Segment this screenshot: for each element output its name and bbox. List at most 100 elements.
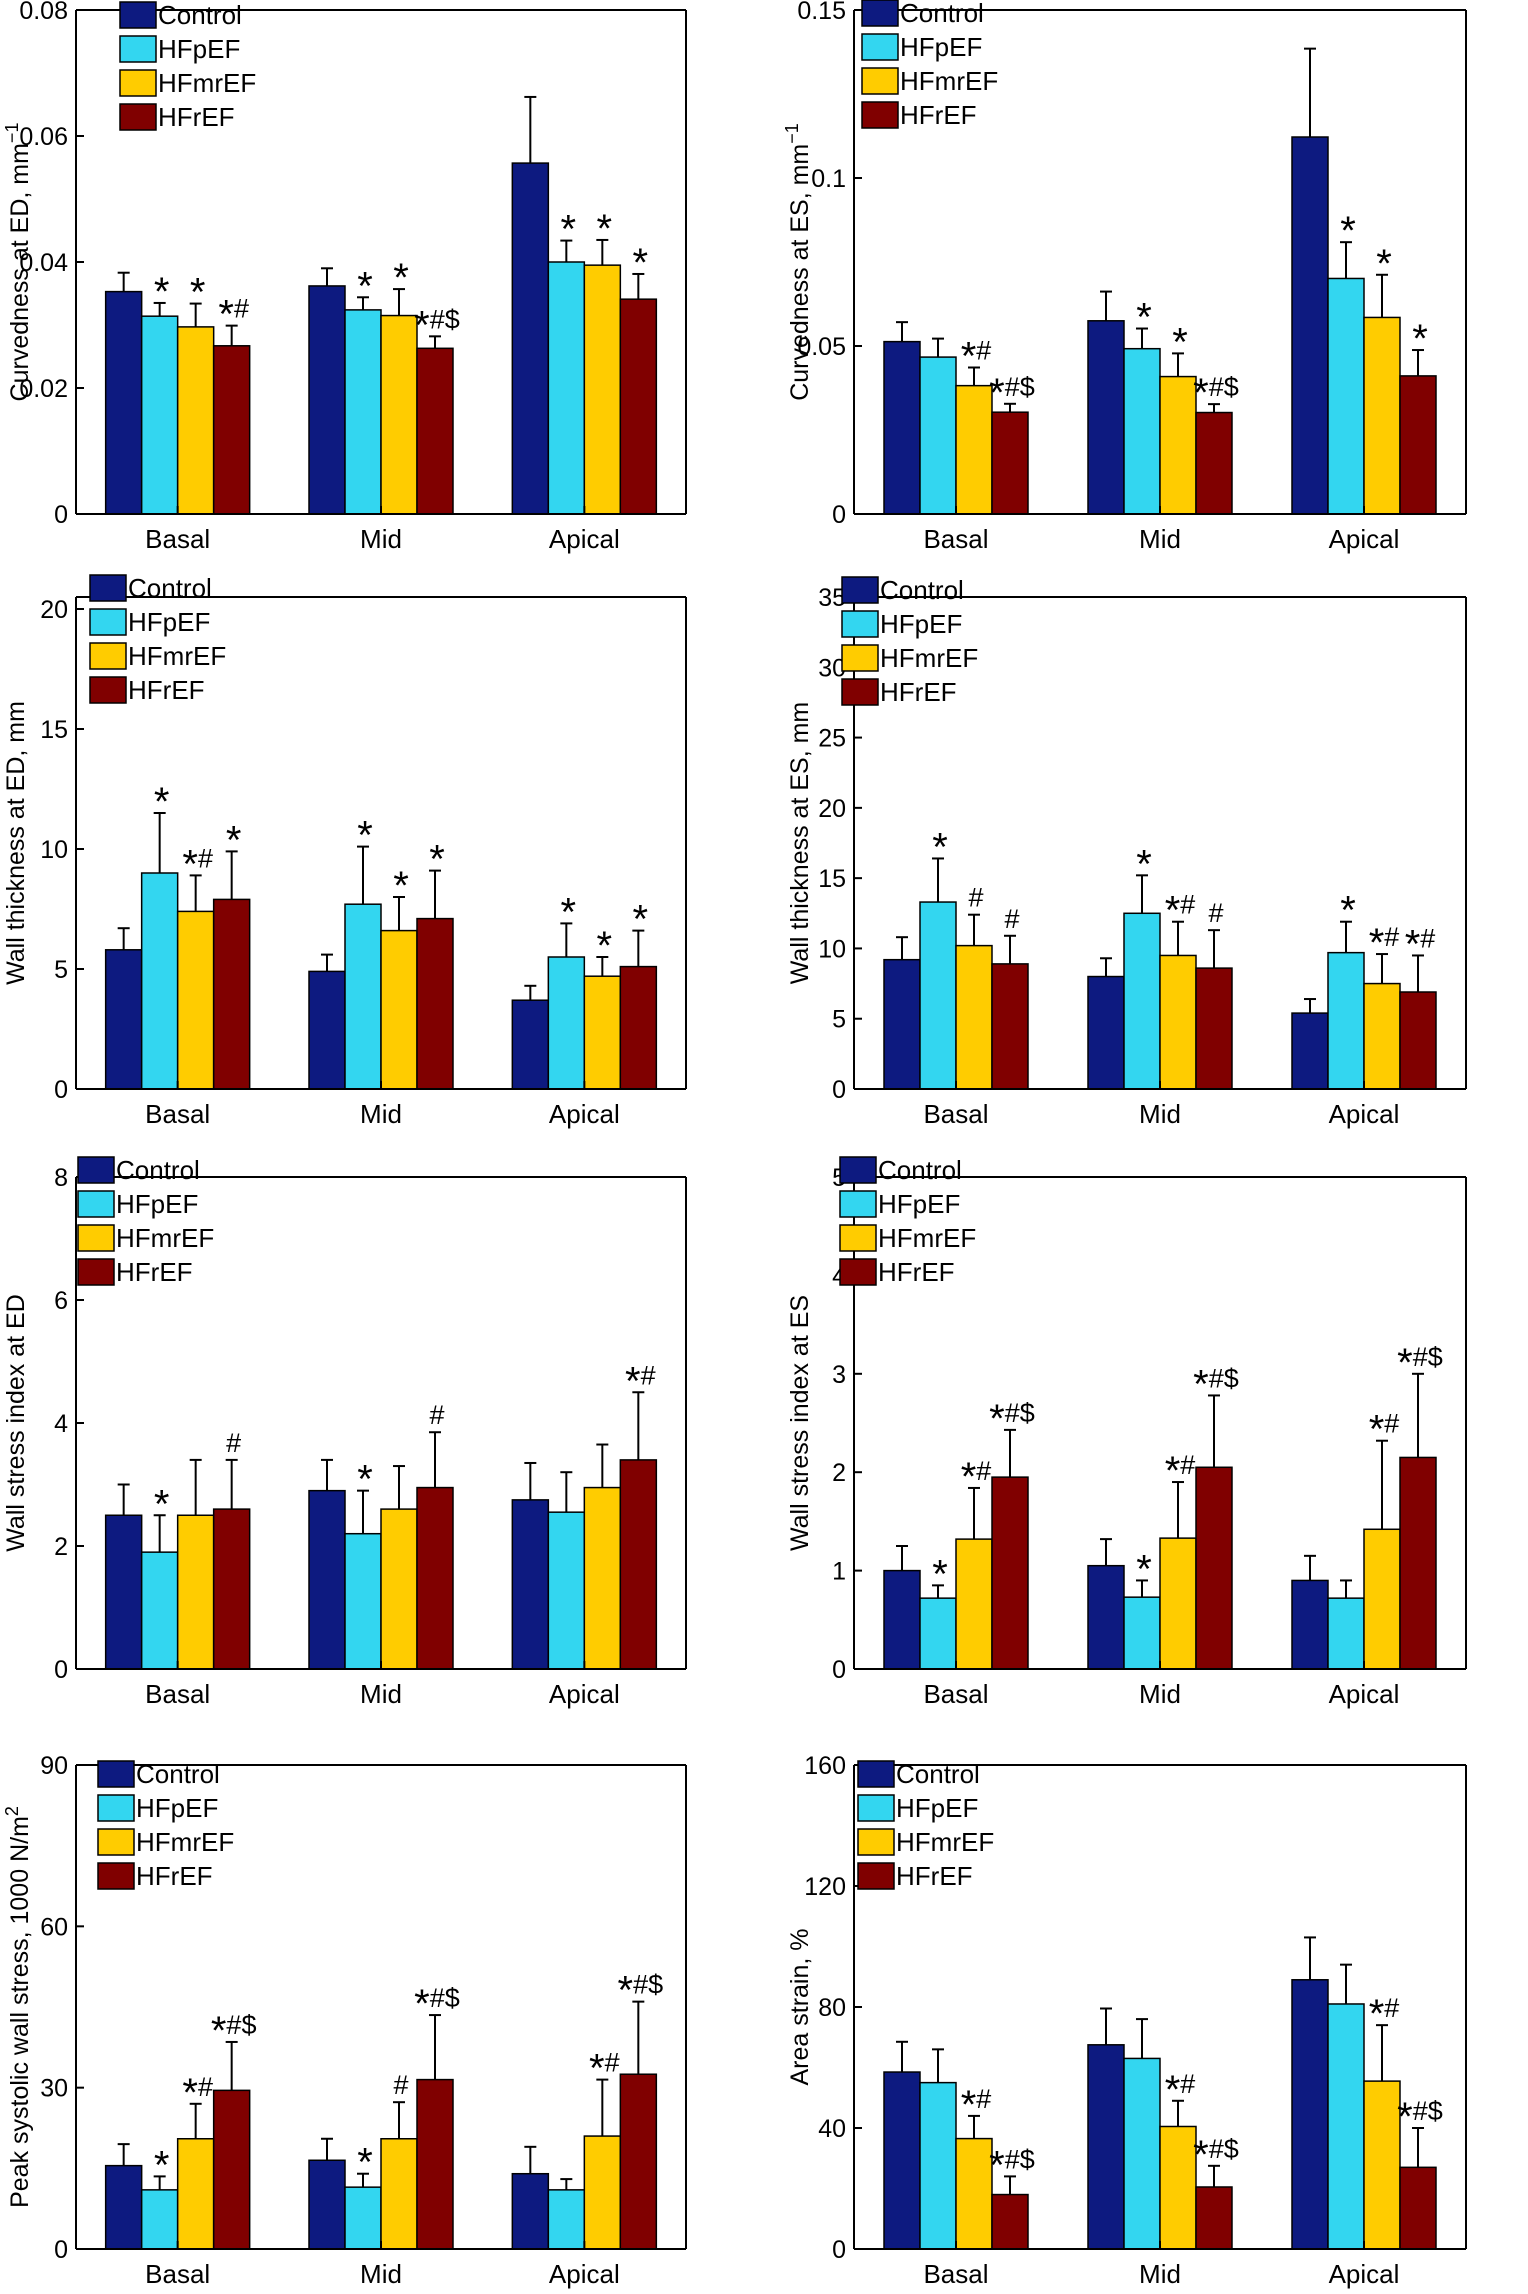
bar-mid-hfmref bbox=[380, 1508, 418, 1670]
y-tick-label: 5 bbox=[832, 1006, 846, 1034]
y-tick-label: 0.05 bbox=[797, 333, 846, 361]
bar-basal-hfpef bbox=[919, 2081, 957, 2250]
bar-mid-hfref bbox=[416, 1486, 454, 1670]
bar-basal-hfref bbox=[991, 411, 1029, 515]
x-tick-label-apical: Apical bbox=[549, 524, 620, 554]
significance-marker: * bbox=[357, 264, 373, 308]
bar-mid-hfpef bbox=[1123, 347, 1161, 515]
legend: Control HFpEF HFmrEF HFrEF bbox=[97, 1759, 234, 1891]
legend-label-hfmref: HFmrEF bbox=[880, 643, 978, 673]
legend-label-hfmref: HFmrEF bbox=[128, 641, 226, 671]
legend-swatch-hfmref bbox=[89, 642, 127, 670]
bar-apical-control bbox=[511, 162, 550, 515]
x-tick-label-mid: Mid bbox=[360, 1099, 402, 1129]
significance-marker: # bbox=[1004, 904, 1019, 934]
bar-basal-hfmref bbox=[955, 2137, 993, 2250]
legend-label-hfref: HFrEF bbox=[136, 1861, 213, 1891]
legend-swatch-control bbox=[77, 1156, 115, 1184]
significance-marker: *#$ bbox=[618, 1969, 664, 2013]
bar-mid-hfref bbox=[1195, 967, 1233, 1090]
y-tick-label: 6 bbox=[54, 1287, 68, 1315]
x-tick-label-mid: Mid bbox=[1139, 2259, 1181, 2289]
significance-marker: * bbox=[1376, 242, 1392, 286]
significance-marker: * bbox=[597, 207, 613, 251]
y-tick-label: 1 bbox=[832, 1558, 846, 1586]
legend-swatch-control bbox=[97, 1760, 135, 1788]
bar-basal-hfpef bbox=[919, 356, 957, 515]
legend-label-hfmref: HFmrEF bbox=[136, 1827, 234, 1857]
bar-apical-control bbox=[511, 1499, 550, 1670]
legend-swatch-hfpef bbox=[89, 608, 127, 636]
bar-mid-hfref bbox=[416, 917, 454, 1090]
y-tick-label: 0.08 bbox=[19, 0, 68, 25]
significance-marker: # bbox=[1208, 898, 1223, 928]
x-tick-label-apical: Apical bbox=[549, 1679, 620, 1709]
y-tick-label: 8 bbox=[54, 1164, 68, 1192]
significance-marker: *# bbox=[1405, 922, 1436, 966]
legend-label-hfmref: HFmrEF bbox=[900, 66, 998, 96]
bar-mid-hfmref bbox=[1159, 954, 1197, 1090]
chart-wall-thickness-es: *##Basal**# #Mid**# *#Apical05101520253035… bbox=[786, 575, 1467, 1129]
bar-mid-control bbox=[308, 1489, 346, 1670]
x-tick-label-mid: Mid bbox=[360, 524, 402, 554]
legend-label-hfref: HFrEF bbox=[128, 675, 205, 705]
y-tick-label: 20 bbox=[40, 596, 68, 624]
legend-label-hfpef: HFpEF bbox=[900, 32, 982, 62]
bar-apical-hfmref bbox=[1363, 982, 1401, 1090]
legend-swatch-hfpef bbox=[97, 1794, 135, 1822]
significance-marker: * bbox=[154, 2143, 170, 2187]
y-axis-label: Wall stress index at ED bbox=[2, 1294, 30, 1551]
legend: Control HFpEF HFmrEF HFrEF bbox=[861, 0, 998, 130]
y-axis-label: Curvedness at ES, mm−1 bbox=[782, 123, 814, 401]
significance-marker: *# bbox=[1369, 1992, 1400, 2036]
significance-marker: *# bbox=[961, 1455, 992, 1499]
chart-wall-thickness-ed: * *# * Basal * * * Mid * * * Apical 0 5 10 15 20 Wall thi… bbox=[2, 573, 687, 1129]
y-tick-label: 25 bbox=[818, 725, 846, 753]
bar-mid-hfref bbox=[1195, 2186, 1233, 2250]
significance-marker: *#$ bbox=[414, 303, 460, 347]
legend-label-hfpef: HFpEF bbox=[158, 34, 240, 64]
legend-swatch-hfmref bbox=[77, 1224, 115, 1252]
significance-marker: *# bbox=[961, 2083, 992, 2127]
legend: Control HFpEF HFmrEF HFrEF bbox=[119, 0, 256, 132]
chart-area-strain: *# *#$ Basal *# *#$ Mid *# *#$ Apical 0 40 80 120 160… bbox=[786, 1752, 1467, 2289]
y-tick-label: 0 bbox=[54, 501, 68, 529]
y-tick-label: 0.06 bbox=[19, 123, 68, 151]
legend-label-control: Control bbox=[116, 1155, 200, 1185]
y-axis-label: Curvedness at ED, mm−1 bbox=[2, 123, 34, 402]
significance-marker: * bbox=[154, 1482, 170, 1526]
legend-swatch-control bbox=[857, 1760, 895, 1788]
legend-swatch-hfref bbox=[119, 103, 157, 131]
bar-basal-hfref bbox=[991, 2193, 1029, 2250]
bar-apical-hfmref bbox=[583, 264, 622, 515]
legend-swatch-control bbox=[89, 574, 127, 602]
y-axis-label: Area strain, % bbox=[786, 1928, 814, 2085]
significance-marker: * bbox=[190, 271, 206, 315]
legend: Control HFpEF HFmrEF HFrEF bbox=[841, 575, 978, 707]
significance-marker: * bbox=[1136, 842, 1152, 886]
bar-basal-hfmref bbox=[176, 910, 215, 1090]
legend-label-control: Control bbox=[896, 1759, 980, 1789]
x-tick-label-mid: Mid bbox=[1139, 1679, 1181, 1709]
bar-apical-control bbox=[511, 2172, 550, 2250]
x-tick-label-mid: Mid bbox=[360, 1679, 402, 1709]
significance-marker: *# bbox=[218, 293, 249, 337]
x-tick-label-basal: Basal bbox=[923, 1679, 988, 1709]
legend-label-hfref: HFrEF bbox=[878, 1257, 955, 1287]
legend-label-hfmref: HFmrEF bbox=[896, 1827, 994, 1857]
legend-label-hfpef: HFpEF bbox=[116, 1189, 198, 1219]
bar-mid-control bbox=[308, 2159, 346, 2250]
significance-marker: *#$ bbox=[414, 1982, 460, 2026]
significance-marker: * bbox=[1136, 1547, 1152, 1591]
bar-mid-hfref bbox=[1195, 411, 1233, 515]
bar-mid-hfpef bbox=[344, 309, 382, 515]
bar-apical-hfref bbox=[619, 2073, 658, 2250]
y-tick-label: 120 bbox=[804, 1873, 846, 1901]
significance-marker: *# bbox=[1165, 1449, 1196, 1493]
legend-swatch-control bbox=[861, 0, 899, 27]
bar-apical-hfref bbox=[1399, 991, 1437, 1090]
legend: Control HFpEF HFmrEF HFrEF bbox=[857, 1759, 994, 1891]
y-tick-label: 0 bbox=[832, 1076, 846, 1104]
significance-marker: *# bbox=[1165, 2068, 1196, 2112]
legend-label-control: Control bbox=[900, 0, 984, 28]
